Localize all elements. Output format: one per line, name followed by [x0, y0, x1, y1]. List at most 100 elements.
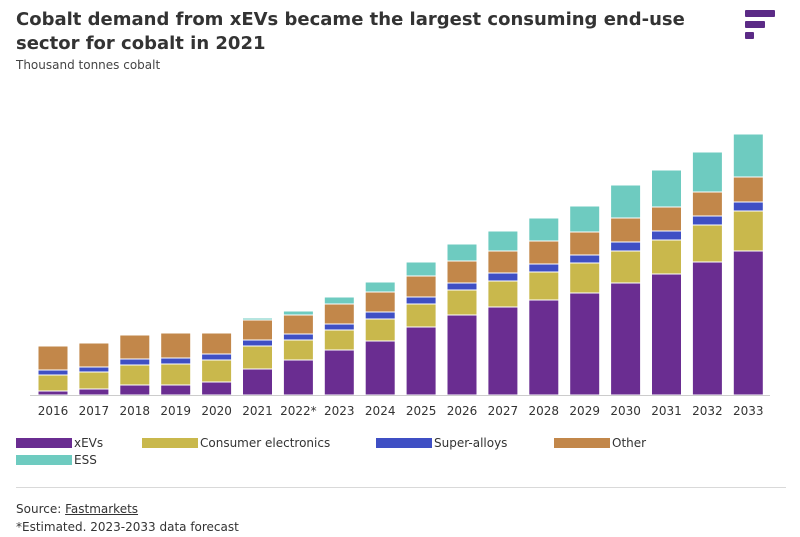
bar-2029-other — [569, 231, 601, 256]
bar-2029-ess — [569, 205, 601, 233]
x-tick-label-2016: 2016 — [38, 404, 69, 418]
legend-swatch-super-alloys — [376, 438, 432, 448]
x-tick-label-2024: 2024 — [365, 404, 396, 418]
bar-2023-other — [323, 303, 355, 325]
bar-2019-consumer-electronics — [160, 363, 192, 386]
bar-2033-consumer-electronics — [732, 210, 764, 252]
legend-item-ess: ESS — [16, 453, 97, 467]
bar-2027-super-alloys — [487, 272, 519, 282]
bar-2027-ess — [487, 230, 519, 252]
fastmarkets-logo-icon — [745, 10, 775, 39]
x-tick-label-2026: 2026 — [447, 404, 478, 418]
bar-2026-consumer-electronics — [446, 289, 478, 316]
bar-2025-other — [405, 275, 437, 298]
x-tick-labels: 2016 2017 2018 2019 2020 2021 2022* 2023 2024 202… — [38, 404, 764, 418]
x-tick-label-2032: 2032 — [692, 404, 723, 418]
x-tick-label-2028: 2028 — [529, 404, 560, 418]
x-tick-label-2027: 2027 — [488, 404, 519, 418]
bar-2028-super-alloys — [528, 263, 560, 273]
bar-2019-xevs — [160, 384, 192, 396]
bar-2024-consumer-electronics — [364, 318, 396, 342]
logo-bar-2 — [745, 21, 765, 28]
bar-2017-xevs — [78, 388, 110, 396]
bar-2019-other — [160, 332, 192, 359]
legend-swatch-consumer-electronics — [142, 438, 198, 448]
legend-swatch-xevs — [16, 438, 72, 448]
bar-2032-super-alloys — [691, 215, 723, 226]
bar-2029-xevs — [569, 292, 601, 396]
bar-2022-other — [282, 314, 314, 335]
forecast-note: *Estimated. 2023-2033 data forecast — [16, 520, 239, 534]
bar-2033-other — [732, 176, 764, 203]
footer-divider — [16, 487, 786, 488]
bar-2018-other — [119, 334, 151, 360]
bar-2028-ess — [528, 217, 560, 242]
bar-2020-consumer-electronics — [201, 359, 233, 383]
legend-swatch-ess — [16, 455, 72, 465]
bar-2024-xevs — [364, 340, 396, 396]
bar-2024-other — [364, 291, 396, 313]
bar-2028-consumer-electronics — [528, 271, 560, 301]
source-prefix: Source: — [16, 502, 66, 516]
bar-2031-super-alloys — [651, 230, 682, 241]
bar-2021-ess — [242, 317, 273, 321]
x-tick-label-2030: 2030 — [610, 404, 641, 418]
logo-bar-3 — [745, 32, 754, 39]
bar-2026-ess — [446, 243, 478, 262]
bar-2020-xevs — [201, 381, 233, 396]
bar-2023-ess — [323, 296, 355, 305]
bar-2018-xevs — [119, 384, 151, 396]
stacked-bar-chart: 2016 2017 2018 2019 2020 2021 2022* 2023 2024 202… — [30, 133, 770, 418]
bar-2024-super-alloys — [364, 311, 396, 320]
bar-2016-super-alloys — [37, 369, 69, 376]
bar-2025-ess — [405, 261, 437, 277]
bar-2032-ess — [691, 151, 723, 193]
bar-2020-other — [201, 332, 233, 355]
bar-2021-other — [242, 319, 273, 341]
bar-2030-other — [610, 217, 642, 243]
logo-bar-1 — [745, 10, 775, 17]
x-tick-label-2033: 2033 — [733, 404, 764, 418]
bar-2026-other — [446, 260, 478, 284]
bar-2033-ess — [732, 133, 764, 178]
bar-2025-consumer-electronics — [405, 303, 437, 328]
bar-2028-xevs — [528, 299, 560, 396]
bar-2017-super-alloys — [78, 366, 110, 373]
bar-2024-ess — [364, 281, 396, 293]
bar-2022-super-alloys — [282, 333, 314, 341]
legend-swatch-other — [554, 438, 610, 448]
bar-2025-xevs — [405, 326, 437, 396]
bar-2022-ess — [282, 310, 314, 316]
x-tick-label-2019: 2019 — [160, 404, 191, 418]
x-tick-label-2031: 2031 — [651, 404, 682, 418]
legend-label-super-alloys: Super-alloys — [434, 436, 508, 450]
bar-2032-other — [691, 191, 723, 217]
bar-2018-consumer-electronics — [119, 364, 151, 386]
legend-item-other: Other — [554, 436, 646, 450]
bar-2025-super-alloys — [405, 296, 437, 305]
x-tick-label-2029: 2029 — [569, 404, 600, 418]
bar-2029-super-alloys — [569, 254, 601, 264]
bar-2021-super-alloys — [242, 339, 273, 347]
bar-2019-super-alloys — [160, 357, 192, 365]
bar-2017-other — [78, 342, 110, 368]
bar-2018-super-alloys — [119, 358, 151, 366]
bar-2030-super-alloys — [610, 241, 642, 252]
bars-group — [37, 133, 764, 396]
x-tick-label-2025: 2025 — [406, 404, 437, 418]
bar-2016-xevs — [37, 390, 69, 396]
bar-2030-xevs — [610, 282, 642, 396]
bar-2030-ess — [610, 184, 642, 219]
bar-2033-xevs — [732, 250, 764, 396]
legend-item-consumer-electronics: Consumer electronics — [142, 436, 330, 450]
bar-2026-super-alloys — [446, 282, 478, 291]
x-tick-label-2022: 2022* — [280, 404, 317, 418]
bar-2023-xevs — [323, 349, 355, 396]
source-link[interactable]: Fastmarkets — [65, 502, 139, 516]
bar-2022-xevs — [282, 359, 314, 396]
bar-2027-consumer-electronics — [487, 280, 519, 308]
bar-2028-other — [528, 240, 560, 265]
x-tick-label-2021: 2021 — [242, 404, 273, 418]
legend-label-consumer-electronics: Consumer electronics — [200, 436, 331, 450]
bar-2032-xevs — [691, 261, 723, 396]
